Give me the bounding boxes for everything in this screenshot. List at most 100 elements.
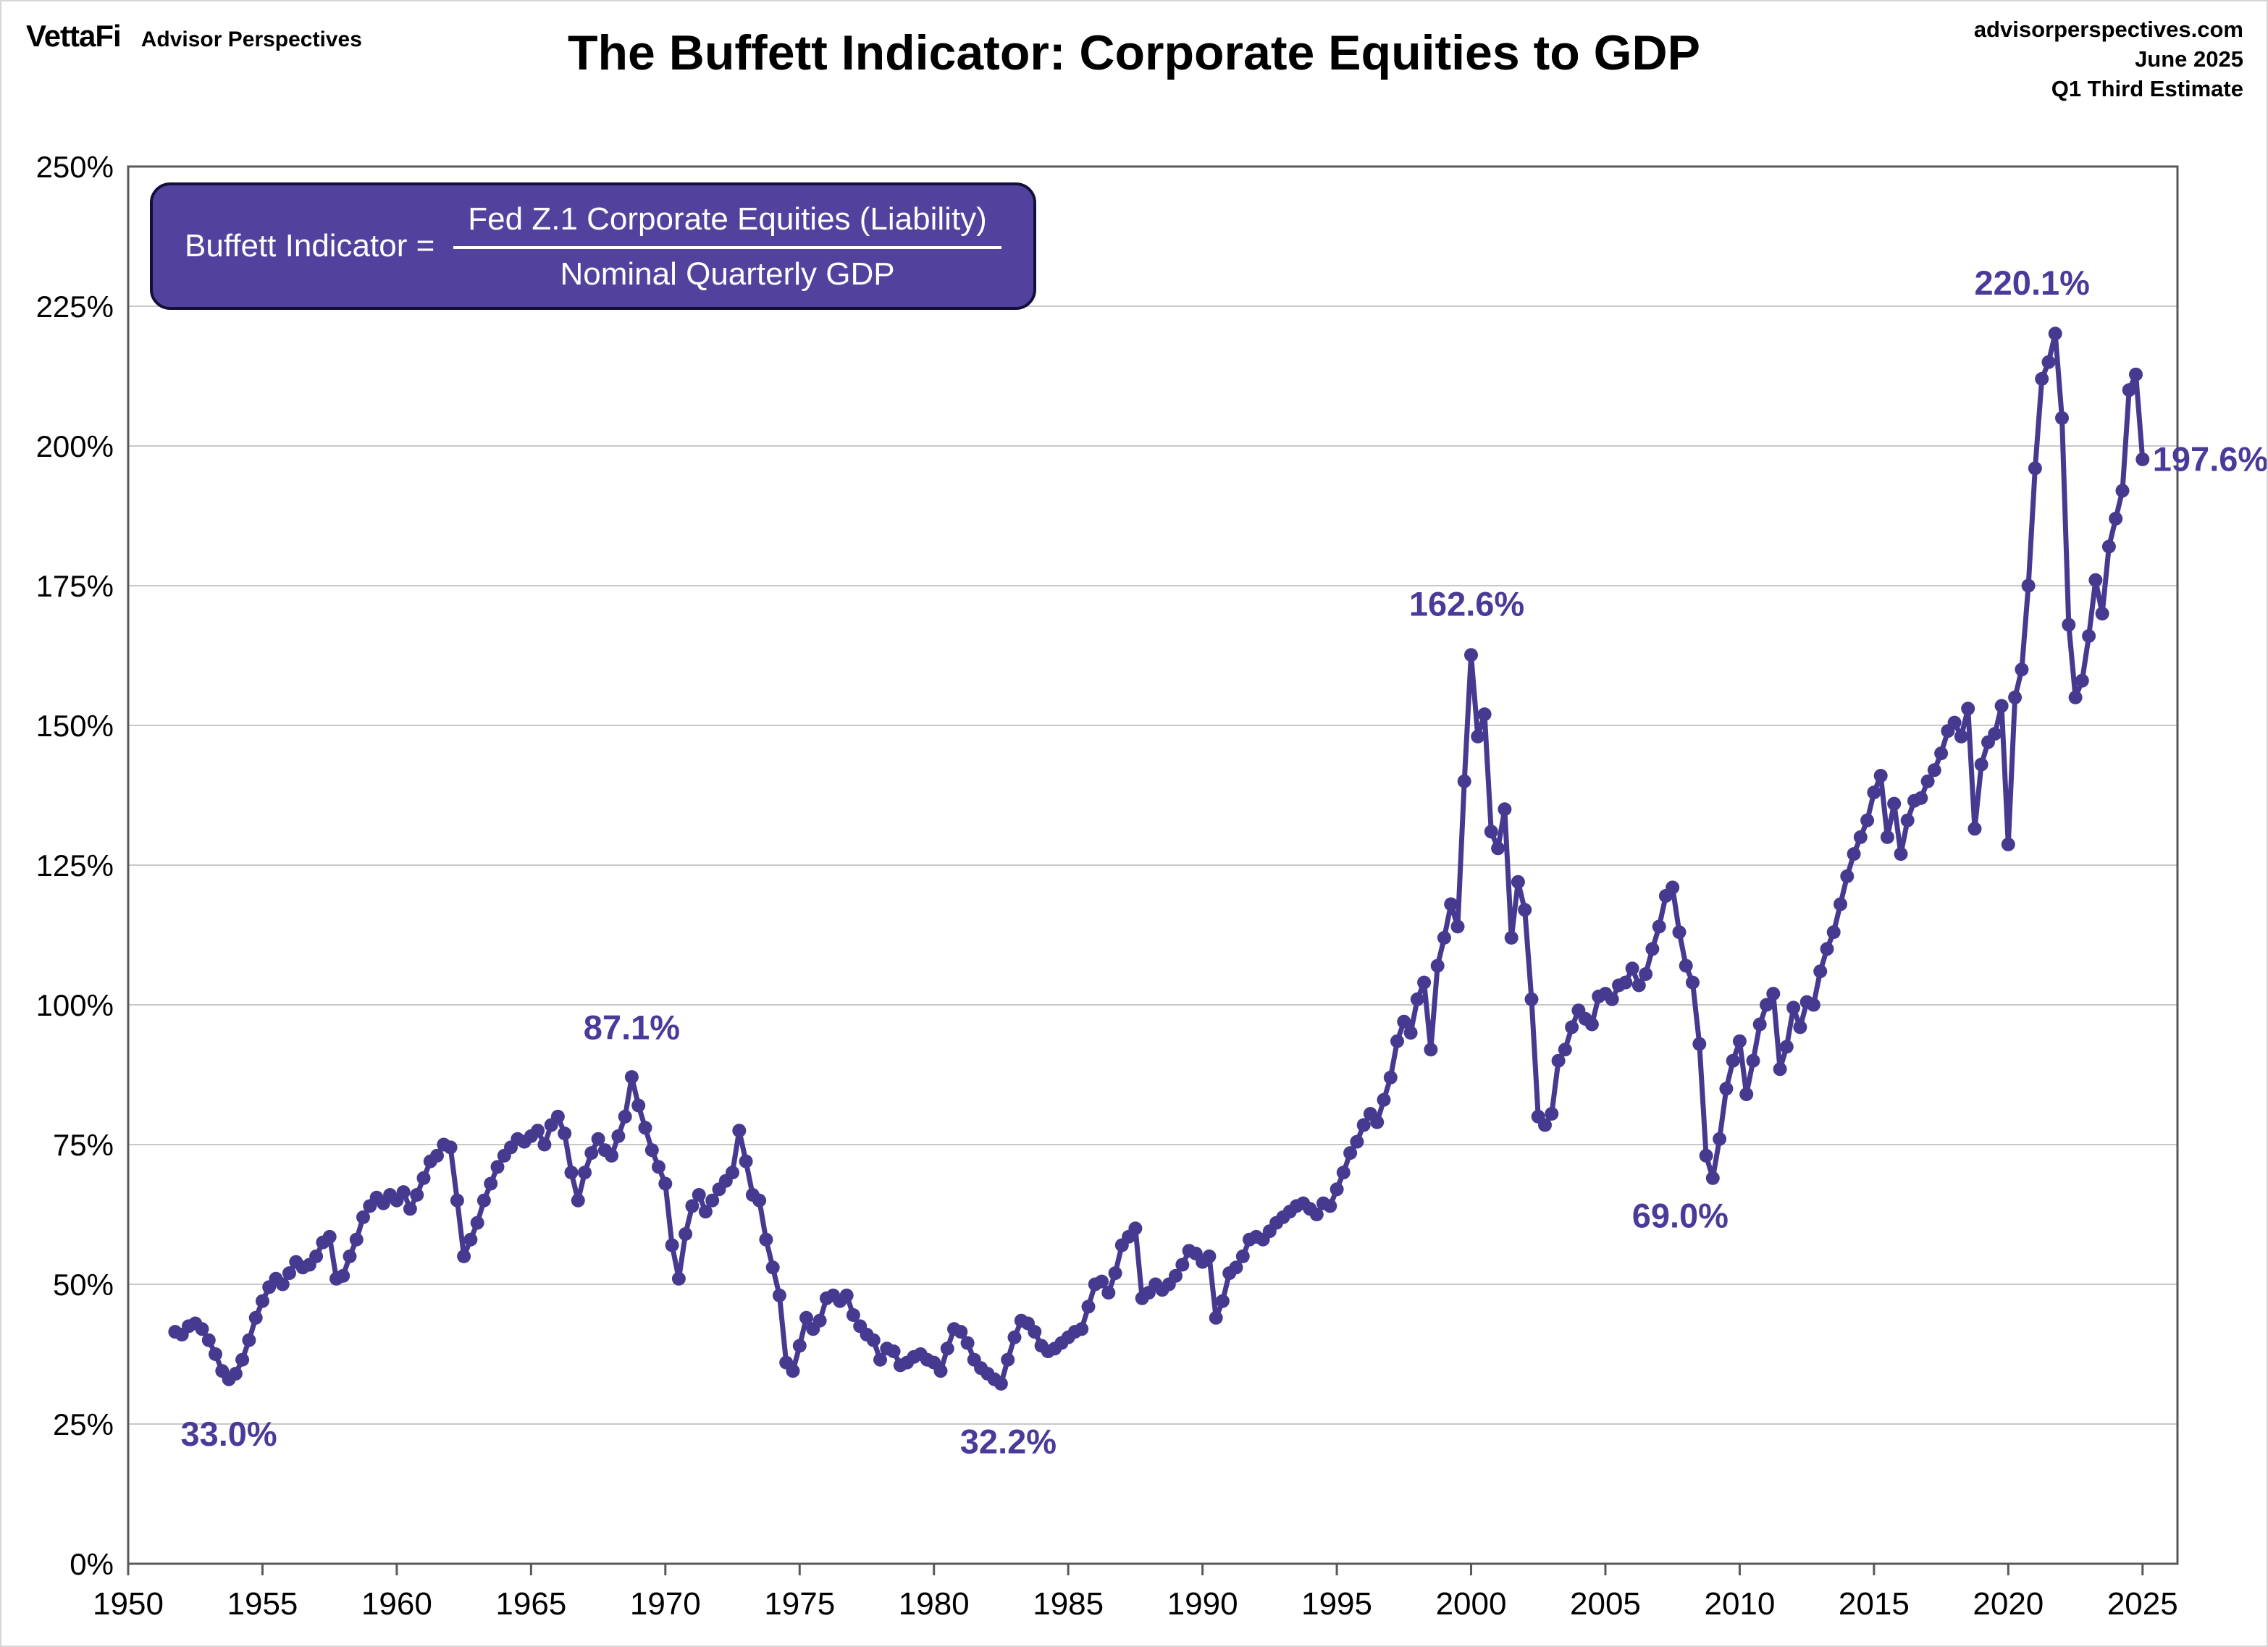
y-tick-label: 75% (53, 1128, 114, 1162)
formula-fraction: Fed Z.1 Corporate Equities (Liability) N… (453, 195, 1001, 297)
data-point (1739, 1087, 1754, 1101)
data-point (1403, 1026, 1418, 1040)
data-point (1565, 1020, 1579, 1035)
data-point (1524, 992, 1539, 1006)
data-point (1847, 847, 1861, 862)
data-point (1397, 1014, 1411, 1029)
data-point (1336, 1166, 1351, 1180)
data-point (578, 1166, 592, 1180)
data-point (1417, 975, 1432, 990)
data-point (2001, 837, 2015, 851)
data-point (2021, 578, 2036, 593)
data-point (463, 1232, 478, 1247)
x-tick-label: 2015 (1839, 1586, 1910, 1622)
data-point (195, 1322, 209, 1336)
data-point (1867, 785, 1881, 800)
data-point (692, 1188, 706, 1202)
data-point (396, 1185, 411, 1200)
x-tick-label: 1995 (1301, 1586, 1372, 1622)
data-point (1215, 1294, 1230, 1308)
data-point (1128, 1221, 1143, 1236)
data-point (1625, 961, 1639, 976)
data-point (256, 1294, 269, 1308)
data-point (839, 1288, 854, 1302)
data-point (1834, 897, 1847, 911)
data-point (322, 1229, 337, 1244)
data-point (1518, 903, 1532, 917)
data-point (954, 1325, 968, 1339)
data-point (1511, 875, 1525, 889)
y-tick-label: 150% (36, 709, 114, 743)
data-point (1430, 959, 1445, 973)
data-point (671, 1271, 686, 1286)
data-point (1726, 1053, 1740, 1068)
data-point (2075, 673, 2089, 688)
data-point (1988, 727, 2002, 741)
data-point (1793, 1020, 1807, 1035)
data-point (799, 1310, 813, 1325)
formula-lhs: Buffett Indicator = (185, 228, 435, 264)
data-point (1028, 1325, 1042, 1339)
x-tick-label: 2000 (1436, 1586, 1507, 1622)
data-point (235, 1352, 250, 1367)
data-point (1873, 769, 1888, 783)
data-point (644, 1143, 659, 1158)
data-point (584, 1146, 599, 1161)
data-point (430, 1148, 444, 1163)
x-tick-label: 1960 (361, 1586, 432, 1622)
data-point (1860, 813, 1875, 827)
source-estimate: Q1 Third Estimate (2051, 76, 2243, 101)
data-point (1967, 822, 1982, 836)
data-point (658, 1176, 673, 1191)
data-point (1450, 919, 1465, 934)
data-point (476, 1193, 491, 1208)
data-point (786, 1364, 800, 1378)
y-tick-label: 125% (36, 848, 114, 883)
x-tick-label: 1980 (899, 1586, 970, 1622)
data-point (1645, 942, 1660, 956)
data-point (2088, 573, 2103, 587)
data-point (1806, 998, 1820, 1012)
source-date: June 2025 (2135, 46, 2243, 72)
data-points (168, 327, 2150, 1391)
data-point (1477, 707, 1492, 722)
data-point (1444, 897, 1458, 911)
data-point (201, 1333, 216, 1347)
data-point (726, 1166, 739, 1180)
data-point (1209, 1310, 1223, 1325)
data-point (1605, 992, 1619, 1006)
data-point (1377, 1092, 1391, 1107)
data-point (591, 1132, 605, 1146)
data-point (1558, 1042, 1572, 1057)
x-tick-label: 2020 (1973, 1586, 2044, 1622)
data-point (812, 1313, 827, 1328)
data-point (1954, 729, 1968, 744)
data-point (2028, 461, 2042, 476)
data-point (1699, 1148, 1713, 1163)
formula-numerator: Fed Z.1 Corporate Equities (Liability) (453, 195, 1001, 249)
data-point (846, 1308, 860, 1322)
data-point (1853, 830, 1868, 844)
y-tick-label: 25% (53, 1407, 114, 1441)
y-tick-label: 200% (36, 429, 114, 463)
data-point (638, 1121, 652, 1135)
data-point (1498, 802, 1512, 817)
x-tick-label: 2005 (1570, 1586, 1641, 1622)
data-point (1773, 1062, 1787, 1077)
data-point (1713, 1132, 1727, 1146)
data-point (571, 1193, 585, 1208)
data-point (1309, 1208, 1324, 1221)
data-point (1914, 791, 1928, 805)
y-tick-label: 100% (36, 988, 114, 1022)
y-tick-label: 0% (70, 1547, 114, 1581)
data-point (1229, 1260, 1243, 1275)
annotation-label: 69.0% (1632, 1196, 1729, 1234)
data-point (1719, 1082, 1734, 1096)
annotation-label: 220.1% (1975, 264, 2090, 302)
data-point (1746, 1053, 1760, 1068)
data-point (1491, 841, 1505, 856)
data-point (1538, 1118, 1552, 1132)
data-point (2122, 383, 2136, 397)
data-point (1631, 978, 1646, 993)
data-point (1202, 1249, 1217, 1263)
